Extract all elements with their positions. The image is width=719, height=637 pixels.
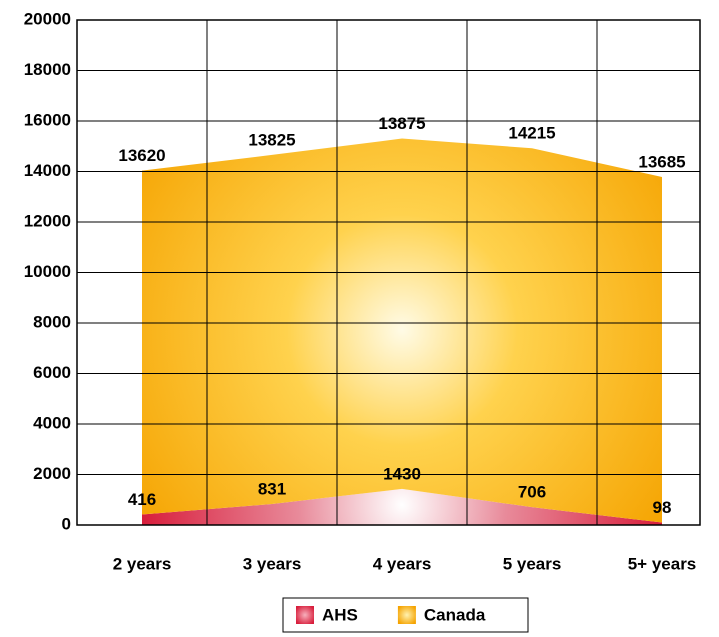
plot-border [76, 19, 701, 526]
legend-label: Canada [424, 605, 486, 624]
area [142, 138, 662, 523]
data-label: 98 [653, 498, 672, 517]
y-tick-label: 18000 [24, 60, 71, 79]
x-tick-label: 2 years [113, 554, 172, 573]
data-label: 13685 [638, 152, 685, 171]
data-label: 831 [258, 480, 286, 499]
y-tick-label: 16000 [24, 110, 71, 129]
x-tick-label: 5+ years [628, 554, 697, 573]
x-tick-label: 3 years [243, 554, 302, 573]
y-tick-label: 8000 [33, 312, 71, 331]
data-label: 13875 [378, 114, 425, 133]
plot-area [142, 138, 662, 525]
legend-swatch [397, 606, 416, 624]
legend-label: AHS [322, 605, 358, 624]
data-label: 13620 [118, 146, 165, 165]
data-label: 14215 [508, 124, 555, 143]
x-tick-label: 4 years [373, 554, 432, 573]
x-tick-label: 5 years [503, 554, 562, 573]
y-tick-label: 14000 [24, 161, 71, 180]
y-tick-label: 10000 [24, 262, 71, 281]
y-tick-label: 12000 [24, 211, 71, 230]
y-tick-label: 20000 [24, 9, 71, 28]
data-label: 706 [518, 483, 546, 502]
data-label: 13825 [248, 130, 295, 149]
y-tick-label: 6000 [33, 363, 71, 382]
data-label: 1430 [383, 464, 421, 483]
area [142, 488, 662, 525]
legend-swatch [296, 606, 314, 624]
y-tick-label: 2000 [33, 464, 71, 483]
data-label: 416 [128, 490, 156, 509]
y-tick-label: 0 [62, 514, 71, 533]
y-tick-label: 4000 [33, 413, 71, 432]
